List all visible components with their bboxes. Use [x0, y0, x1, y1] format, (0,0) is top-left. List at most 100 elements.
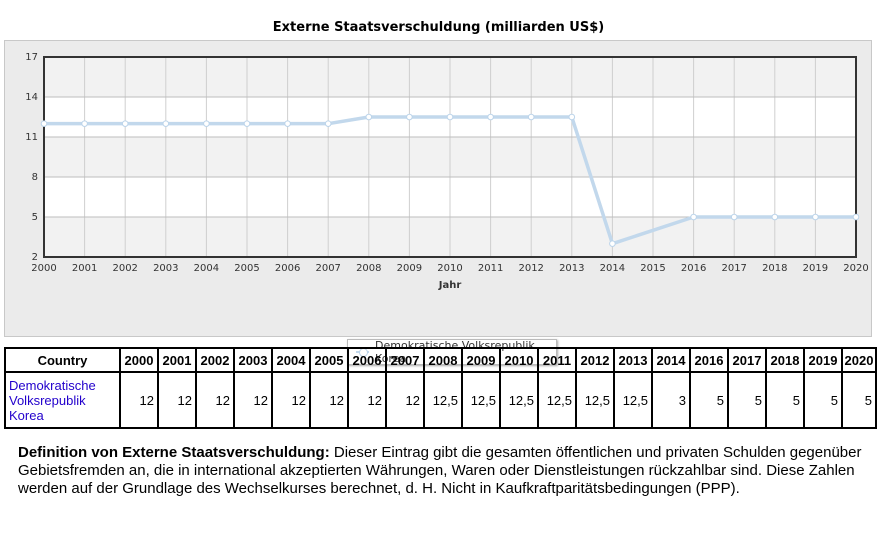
x-tick-label: 2007	[315, 263, 340, 274]
series-line	[44, 115, 856, 246]
year-header: 2013	[613, 347, 653, 373]
year-header: 2019	[803, 347, 843, 373]
table-cell: 5	[689, 371, 729, 429]
data-table: Country 2000 2001 2002 2003 2004 2005 2006 2007…	[4, 347, 877, 429]
x-tick-label: 2012	[518, 263, 543, 274]
table-cell: 12,5	[499, 371, 539, 429]
x-tick-label: 2016	[681, 263, 706, 274]
year-header: 2000	[119, 347, 159, 373]
data-point	[162, 120, 170, 127]
x-tick-label: 2017	[721, 263, 746, 274]
x-tick-label: 2002	[112, 263, 137, 274]
table-cell: 12	[195, 371, 235, 429]
x-tick-label: 2004	[194, 263, 219, 274]
x-tick-label: 2010	[437, 263, 462, 274]
x-tick-label: 2011	[478, 263, 503, 274]
y-tick-label: 2	[32, 252, 38, 263]
data-point	[771, 213, 779, 221]
y-tick-label: 17	[25, 52, 38, 63]
year-header: 2016	[689, 347, 729, 373]
data-point	[568, 113, 576, 121]
data-point	[446, 113, 454, 121]
table-cell: 12,5	[423, 371, 463, 429]
year-header: 2011	[537, 347, 577, 373]
year-header: 2012	[575, 347, 615, 373]
y-tick-label: 11	[25, 132, 38, 143]
table-cell: 12	[119, 371, 159, 429]
table-cell: 12	[385, 371, 425, 429]
x-tick-label: 2008	[356, 263, 381, 274]
x-axis-label: Jahr	[438, 280, 462, 291]
x-tick-label: 2013	[559, 263, 584, 274]
year-header: 2014	[651, 347, 691, 373]
x-tick-label: 2009	[397, 263, 422, 274]
line-chart: 2 5 8 11 14 17 2000 2001 2002 2003 2004 2005 2006 200…	[25, 52, 868, 291]
table-cell: 12	[157, 371, 197, 429]
definition-paragraph: Definition von Externe Staatsverschuldun…	[18, 444, 868, 498]
year-header: 2006	[347, 347, 387, 373]
x-tick-label: 2020	[843, 263, 868, 274]
year-header: 2002	[195, 347, 235, 373]
data-point	[690, 213, 697, 221]
year-header: 2003	[233, 347, 273, 373]
x-tick-label: 2006	[275, 263, 300, 274]
data-point	[121, 120, 129, 127]
table-header-row: Country 2000 2001 2002 2003 2004 2005 2006 2007…	[4, 347, 877, 373]
x-tick-label: 2005	[234, 263, 259, 274]
year-header: 2005	[309, 347, 349, 373]
data-point	[852, 213, 860, 221]
table-cell: 12,5	[537, 371, 577, 429]
x-tick-label: 2001	[72, 263, 97, 274]
x-tick-label: 2014	[600, 263, 625, 274]
data-point	[284, 120, 291, 127]
x-tick-label: 2019	[803, 263, 828, 274]
data-point	[527, 113, 535, 121]
table-cell: 12,5	[575, 371, 615, 429]
data-point	[487, 113, 494, 121]
table-cell: 12	[347, 371, 387, 429]
x-tick-label: 2000	[31, 263, 56, 274]
table-row: Demokratische Volksrepublik Korea 12 12 12…	[4, 371, 877, 429]
year-header: 2018	[765, 347, 805, 373]
data-point	[203, 120, 210, 127]
data-point	[406, 113, 413, 121]
table-cell: 5	[765, 371, 805, 429]
x-tick-label: 2015	[640, 263, 665, 274]
data-point	[243, 120, 251, 127]
table-cell: 5	[803, 371, 843, 429]
table-cell: 3	[651, 371, 691, 429]
data-point	[324, 120, 332, 127]
table-cell: 12,5	[461, 371, 501, 429]
table-cell: 12	[309, 371, 349, 429]
year-header: 2009	[461, 347, 501, 373]
plot-border	[43, 56, 857, 258]
country-link[interactable]: Demokratische Volksrepublik Korea	[4, 371, 121, 429]
y-tick-label: 14	[25, 92, 38, 103]
y-tick-label: 8	[32, 172, 38, 183]
year-header: 2010	[499, 347, 539, 373]
year-header: 2004	[271, 347, 311, 373]
x-tick-label: 2018	[762, 263, 787, 274]
chart-title: Externe Staatsverschuldung (milliarden U…	[272, 20, 605, 35]
data-point	[812, 213, 819, 221]
table-cell: 12,5	[613, 371, 653, 429]
x-tick-label: 2003	[153, 263, 178, 274]
data-point	[40, 120, 48, 127]
year-header: 2007	[385, 347, 425, 373]
definition-text: Dieser Eintrag gibt die gesamten öffentl…	[18, 444, 862, 497]
data-point	[81, 120, 88, 127]
data-point	[609, 240, 616, 247]
year-header: 2020	[841, 347, 877, 373]
country-header: Country	[4, 347, 121, 373]
year-header: 2008	[423, 347, 463, 373]
definition-label: Definition von Externe Staatsverschuldun…	[18, 444, 330, 461]
table-cell: 12	[271, 371, 311, 429]
data-point	[730, 213, 738, 221]
y-tick-label: 5	[32, 212, 38, 223]
table-cell: 5	[727, 371, 767, 429]
data-point	[365, 113, 373, 121]
chart-panel: 2 5 8 11 14 17 2000 2001 2002 2003 2004 2005 2006 200…	[4, 40, 872, 365]
year-header: 2017	[727, 347, 767, 373]
table-cell: 5	[841, 371, 877, 429]
year-header: 2001	[157, 347, 197, 373]
